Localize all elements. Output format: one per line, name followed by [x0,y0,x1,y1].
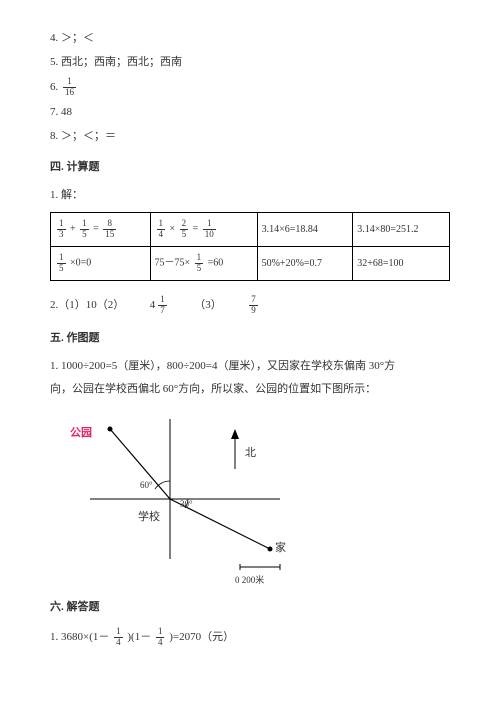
diagram-svg [70,409,330,579]
answer-7: 7. 48 [50,104,450,122]
d: 5 [180,230,189,240]
q2-frac3: 79 [249,295,258,316]
cell-r1c2: 14 × 25 = 110 [150,213,257,247]
answer-6-prefix: 6. [50,81,58,93]
d: 5 [195,264,204,274]
table-row: 15 ×0=0 75－75× 15 =60 50%+20%=0.7 32+68=… [51,247,450,281]
cell-r2c2: 75－75× 15 =60 [150,247,257,281]
s5-text1: 1. 1000÷200=5（厘米），800÷200=4（厘米），又因家在学校东偏… [50,358,450,376]
mid: )(1－ [127,631,151,643]
d: 3 [57,230,66,240]
cell-r2c4: 32+68=100 [353,247,450,281]
section-6-title: 六. 解答题 [50,599,450,617]
scale-label: 0 200米 [235,573,264,587]
school-label: 学校 [138,509,160,527]
section-5-title: 五. 作图题 [50,330,450,348]
d: 4 [157,230,166,240]
angle-30: 30° [180,497,193,511]
pre: 75－75× [155,258,191,269]
frac-den: 16 [63,88,76,98]
angle-60: 60° [140,478,153,492]
d: 4 [156,638,165,648]
pre: 1. 3680×(1－ [50,631,109,643]
cell-r1c1: 13 + 15 = 815 [51,213,151,247]
answer-6: 6. 1 16 [50,77,450,98]
s5-text2: 向，公园在学校西偏北 60°方向，所以家、公园的位置如下图所示： [50,381,450,399]
q2-part1: 2.（1）10（2） [50,299,124,311]
q1-label: 1. 解： [50,187,450,205]
op: + [70,224,76,235]
d: 5 [80,230,89,240]
s6-q1: 1. 3680×(1－ 14 )(1－ 14 )=2070（元） [50,627,450,648]
q2-line: 2.（1）10（2） 4 17 （3） 79 [50,295,450,316]
post: =60 [208,258,224,269]
d: 15 [103,230,116,240]
d: 9 [249,306,258,316]
d: 4 [114,638,123,648]
op: × [170,224,176,235]
eq: = [193,224,199,235]
cell-r1c3: 3.14×6=18.84 [257,213,353,247]
answer-5: 5. 西北；西南；西北；西南 [50,54,450,72]
section-4-title: 四. 计算题 [50,159,450,177]
mixed-fraction: 4 17 [150,295,169,316]
cell-r1c4: 3.14×80=251.2 [353,213,450,247]
park-label: 公园 [70,425,92,443]
answer-8: 8. ＞；＜；＝ [50,128,450,146]
home-label: 家 [275,540,286,558]
answer-4: 4. ＞；＜ [50,30,450,48]
cell-r2c1: 15 ×0=0 [51,247,151,281]
q2-part3: （3） [194,299,222,311]
north-label: 北 [245,445,256,463]
cell-r2c3: 50%+20%=0.7 [257,247,353,281]
op: ×0=0 [70,258,91,269]
d: 5 [57,264,66,274]
eq: = [93,224,99,235]
calculation-table: 13 + 15 = 815 14 × 25 = 110 3.14×6=18.84… [50,212,450,281]
post: )=2070（元） [169,631,234,643]
table-row: 13 + 15 = 815 14 × 25 = 110 3.14×6=18.84… [51,213,450,247]
direction-diagram: 公园 北 60° 30° 学校 家 0 200米 [70,409,450,586]
answer-6-fraction: 1 16 [63,77,76,98]
d: 7 [158,306,167,316]
whole: 4 [150,297,156,315]
d: 10 [203,230,216,240]
